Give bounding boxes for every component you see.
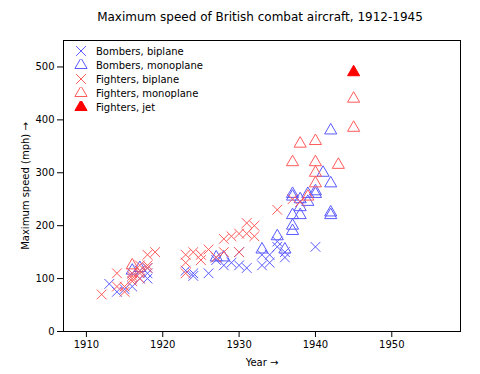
html-text:Bombers, biplane: Bombers, biplane	[96, 45, 184, 57]
html-text:Fighters, monoplane: Fighters, monoplane	[96, 87, 199, 99]
svg-text:1950: 1950	[379, 339, 404, 350]
html-text:Fighters, jet: Fighters, jet	[96, 101, 156, 113]
svg-text:1930: 1930	[226, 339, 251, 350]
svg-text:1910: 1910	[74, 339, 99, 350]
svg-text:200: 200	[35, 220, 54, 231]
html-text:Maximum speed of British comba: Maximum speed of British combat aircraft…	[97, 10, 423, 24]
html-text:Bombers, monoplane: Bombers, monoplane	[96, 59, 203, 71]
svg-text:100: 100	[35, 273, 54, 284]
html-text:Fighters, biplane: Fighters, biplane	[96, 73, 180, 85]
svg-text:0: 0	[48, 326, 54, 337]
svg-text:300: 300	[35, 167, 54, 178]
svg-text:Year →: Year →	[245, 357, 279, 368]
svg-text:500: 500	[35, 61, 54, 72]
svg-text:Maximum speed (mph) →: Maximum speed (mph) →	[20, 122, 31, 250]
svg-text:400: 400	[35, 114, 54, 125]
svg-text:1940: 1940	[303, 339, 328, 350]
svg-text:1920: 1920	[150, 339, 175, 350]
